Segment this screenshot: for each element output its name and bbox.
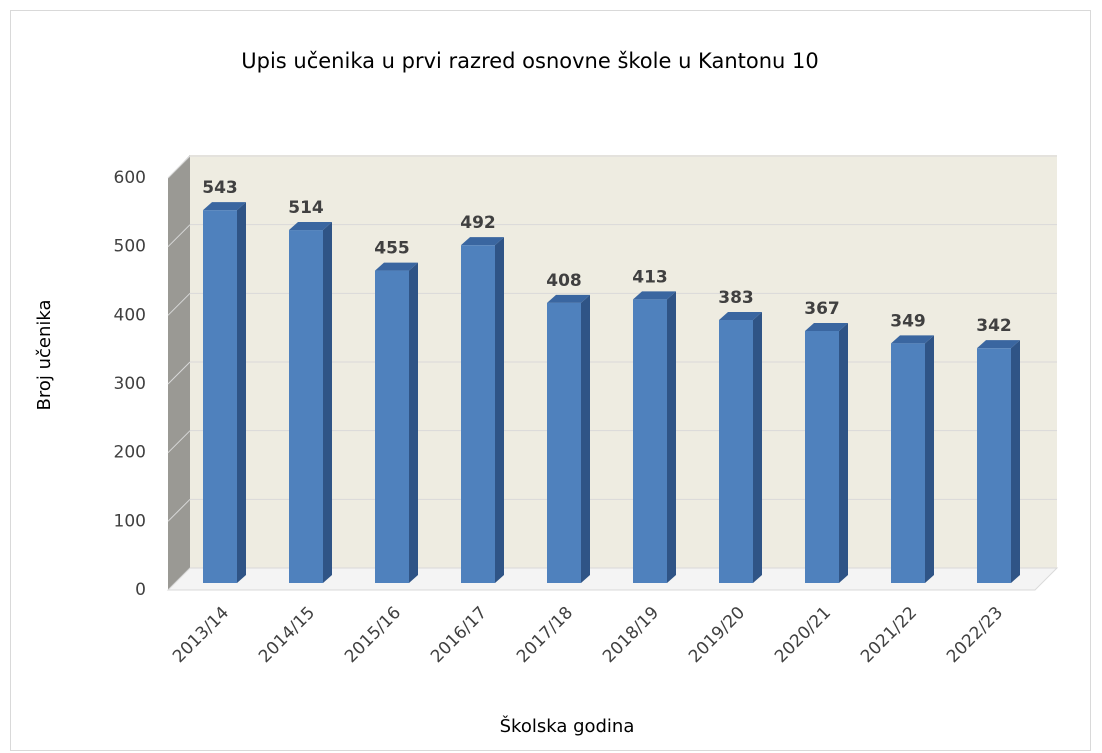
x-axis-title: Školska godina <box>500 715 635 737</box>
bar <box>461 245 495 583</box>
bar <box>547 302 581 583</box>
bar <box>289 230 323 583</box>
bar-side <box>409 262 418 583</box>
value-label: 543 <box>202 178 238 198</box>
bar-side <box>839 322 848 583</box>
chart-title: Upis učenika u prvi razred osnovne škole… <box>241 49 819 73</box>
y-tick-label: 0 <box>135 580 146 600</box>
bar <box>375 270 409 583</box>
bar-top <box>977 340 1020 349</box>
bar-top <box>633 291 676 300</box>
bar-top <box>289 222 332 231</box>
y-tick-label: 300 <box>114 374 146 394</box>
value-label: 383 <box>718 288 754 308</box>
bar-side <box>237 202 246 583</box>
bar-side <box>925 335 934 583</box>
bar-side <box>1011 340 1020 583</box>
bar <box>977 348 1011 583</box>
value-label: 342 <box>976 316 1012 336</box>
bar-side <box>581 294 590 583</box>
bar-top <box>461 237 504 246</box>
y-axis-title: Broj učenika <box>34 299 55 410</box>
bar-top <box>719 312 762 321</box>
bar-side <box>667 291 676 583</box>
grid-line-side <box>167 498 191 522</box>
bar-top <box>547 294 590 303</box>
bar <box>633 299 667 583</box>
y-tick-label: 500 <box>114 237 146 257</box>
grid-line-side <box>167 224 191 248</box>
bar-top <box>375 262 418 271</box>
value-label: 492 <box>460 213 496 233</box>
y-tick-label: 600 <box>114 168 146 188</box>
y-tick-label: 200 <box>114 443 146 463</box>
bar <box>203 210 237 583</box>
bar <box>891 343 925 583</box>
bar-top <box>891 335 934 344</box>
value-label: 413 <box>632 267 668 287</box>
value-label: 408 <box>546 271 582 291</box>
y-tick-label: 100 <box>114 511 146 531</box>
grid-line-side <box>167 361 191 385</box>
bar <box>719 320 753 583</box>
grid-line-side <box>167 430 191 454</box>
value-label: 455 <box>374 239 410 259</box>
grid-line-side <box>167 292 191 316</box>
bar-top <box>203 202 246 211</box>
bar-side <box>495 237 504 583</box>
bar-side <box>323 222 332 583</box>
y-tick-label: 400 <box>114 305 146 325</box>
value-label: 349 <box>890 311 926 331</box>
bar-top <box>805 322 848 331</box>
bar <box>805 330 839 583</box>
bar-side <box>753 312 762 583</box>
grid-line-side <box>167 155 191 179</box>
value-label: 367 <box>804 299 840 319</box>
value-label: 514 <box>288 198 324 218</box>
